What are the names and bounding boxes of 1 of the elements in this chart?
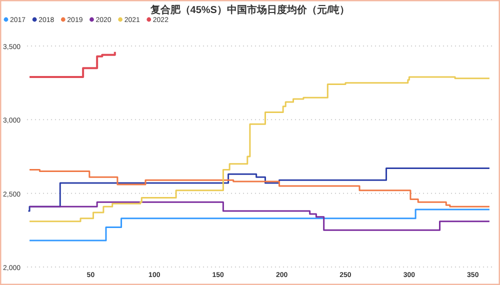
chart-title: 复合肥（45%S）中国市场日度均价（元/吨）	[149, 4, 350, 16]
